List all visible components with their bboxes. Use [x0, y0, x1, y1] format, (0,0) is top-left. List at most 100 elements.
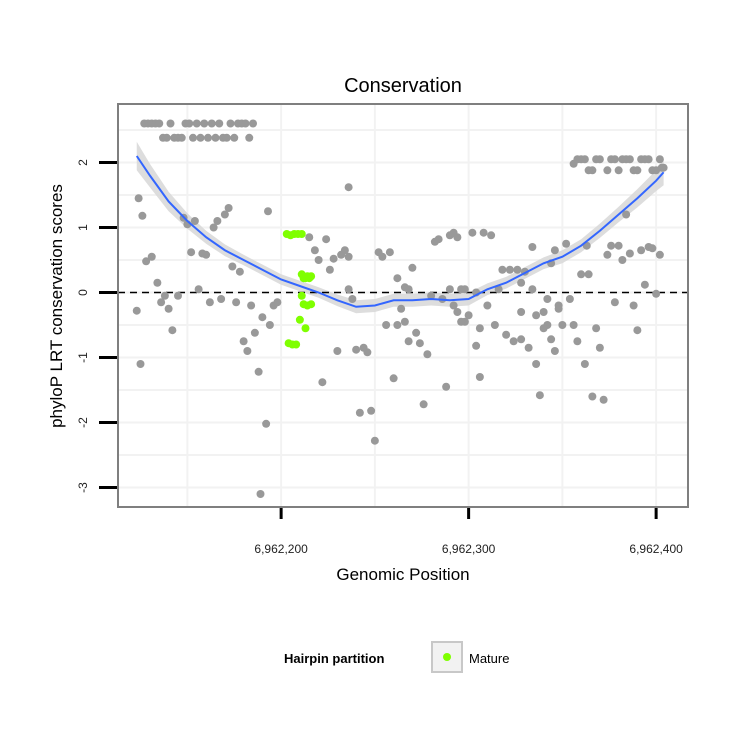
other-point [588, 392, 597, 401]
mature-point [297, 230, 306, 238]
other-point [224, 204, 233, 212]
other-point [310, 246, 319, 255]
other-point [333, 347, 342, 355]
other-point [239, 337, 248, 346]
other-point [213, 217, 222, 225]
plot-panel [117, 103, 689, 508]
other-point [415, 339, 424, 348]
other-point [370, 436, 379, 445]
other-point [539, 324, 548, 333]
other-point [419, 400, 428, 409]
other-point [177, 133, 186, 142]
other-point [174, 291, 182, 300]
other-point [250, 328, 259, 337]
other-point [577, 270, 586, 279]
other-point [539, 308, 548, 316]
other-point [562, 239, 571, 248]
other-point [610, 155, 619, 164]
other-point [490, 321, 499, 329]
other-point [614, 166, 623, 175]
other-point [629, 301, 638, 310]
other-point [532, 311, 541, 320]
other-point [655, 250, 664, 259]
other-point [400, 317, 409, 326]
other-point [211, 133, 220, 142]
y-tick-label: 1 [76, 224, 90, 231]
other-point [378, 252, 387, 261]
other-point [524, 343, 533, 352]
other-point [322, 235, 331, 244]
other-point [505, 265, 514, 274]
other-point [565, 295, 574, 303]
legend-title: Hairpin partition [284, 651, 384, 666]
other-point [528, 243, 537, 251]
y-axis-label: phyloP LRT conservation scores [47, 184, 66, 428]
other-point [622, 210, 631, 219]
other-point [453, 308, 462, 316]
other-point [584, 166, 593, 175]
other-point [554, 304, 563, 313]
x-tick-label: 6,962,200 [254, 542, 308, 556]
other-point [325, 265, 334, 274]
other-point [222, 133, 231, 142]
other-point [138, 211, 147, 220]
other-point [264, 207, 272, 216]
other-point [235, 267, 244, 276]
other-point [475, 373, 484, 381]
other-point [404, 285, 413, 294]
other-point [382, 321, 391, 329]
other-point [513, 265, 522, 274]
other-point [363, 348, 372, 357]
other-point [166, 119, 175, 128]
other-point [385, 248, 394, 257]
y-tick-label: -3 [76, 482, 90, 493]
other-point [185, 119, 194, 128]
other-point [599, 395, 608, 404]
x-tick-label: 6,962,400 [629, 542, 683, 556]
other-point [475, 324, 484, 333]
other-point [633, 326, 642, 335]
other-point [230, 133, 239, 142]
other-point [498, 265, 507, 274]
other-point [502, 330, 511, 339]
other-point [136, 360, 145, 368]
other-point [592, 324, 601, 333]
other-point [644, 155, 653, 164]
other-point [457, 317, 466, 326]
other-point [202, 250, 211, 259]
other-point [468, 228, 477, 237]
other-point [535, 391, 544, 400]
other-point [305, 233, 314, 242]
other-point [509, 337, 518, 346]
other-point [648, 244, 657, 253]
other-point [262, 419, 271, 428]
other-point [637, 246, 646, 255]
other-point [603, 250, 612, 259]
mature-point [307, 272, 316, 281]
other-point [348, 295, 357, 303]
y-tick-label: -1 [76, 352, 90, 363]
other-point [393, 274, 402, 283]
other-point [232, 298, 241, 307]
other-point [389, 374, 398, 383]
other-point [215, 119, 224, 128]
other-point [412, 328, 421, 337]
other-point [367, 406, 376, 415]
other-point [243, 347, 252, 355]
other-point [652, 166, 661, 175]
legend: Hairpin partition Mature [284, 641, 509, 673]
other-point [340, 246, 349, 255]
other-point [404, 337, 413, 346]
other-point [584, 270, 593, 279]
other-point [273, 298, 282, 307]
x-tick-label: 6,962,300 [442, 542, 496, 556]
other-point [408, 263, 417, 272]
x-axis-label: Genomic Position [336, 565, 469, 584]
other-point [517, 308, 526, 316]
other-point [344, 252, 353, 261]
other-point [625, 249, 634, 258]
mature-point [295, 315, 304, 324]
other-point [577, 155, 586, 164]
other-point [265, 321, 274, 329]
other-point [314, 256, 323, 264]
